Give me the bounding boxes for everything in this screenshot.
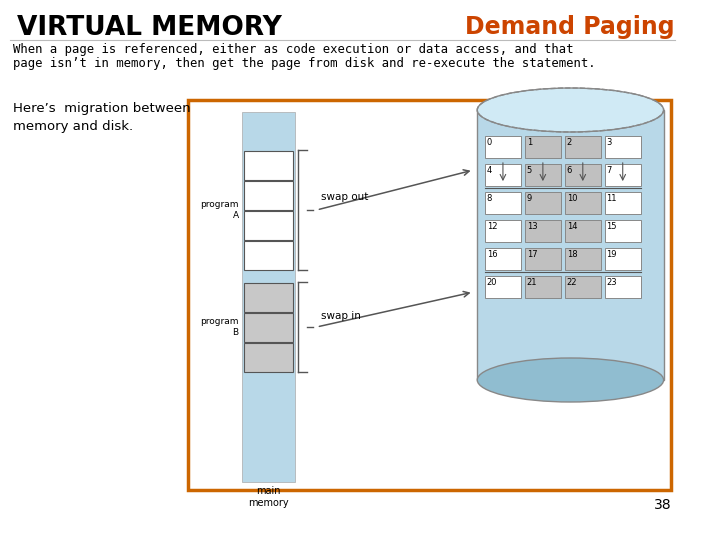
Bar xyxy=(564,276,601,298)
Text: 20: 20 xyxy=(487,278,498,287)
Bar xyxy=(605,136,641,158)
Text: 12: 12 xyxy=(487,222,498,231)
Bar xyxy=(243,112,294,482)
Bar xyxy=(564,164,601,186)
Bar xyxy=(605,164,641,186)
Text: 5: 5 xyxy=(527,166,532,175)
Text: main
memory: main memory xyxy=(248,486,289,508)
Text: program
A: program A xyxy=(200,200,238,220)
Text: page isn’t in memory, then get the page from disk and re-execute the statement.: page isn’t in memory, then get the page … xyxy=(13,57,596,70)
Bar xyxy=(605,276,641,298)
Text: 19: 19 xyxy=(606,250,617,259)
Text: 9: 9 xyxy=(527,194,532,203)
Bar xyxy=(244,211,293,240)
Bar xyxy=(188,100,671,490)
Bar xyxy=(485,248,521,270)
Bar xyxy=(605,192,641,214)
Bar xyxy=(525,220,561,242)
Text: Demand Paging: Demand Paging xyxy=(465,15,675,39)
Text: swap out: swap out xyxy=(321,192,369,202)
Bar xyxy=(244,241,293,270)
Text: VIRTUAL MEMORY: VIRTUAL MEMORY xyxy=(17,15,282,41)
Bar xyxy=(485,276,521,298)
Text: 3: 3 xyxy=(606,138,612,147)
Text: 16: 16 xyxy=(487,250,498,259)
Text: 8: 8 xyxy=(487,194,492,203)
Bar xyxy=(605,220,641,242)
Bar xyxy=(525,192,561,214)
Text: 13: 13 xyxy=(527,222,537,231)
Bar xyxy=(244,151,293,180)
Text: 21: 21 xyxy=(527,278,537,287)
Text: 14: 14 xyxy=(567,222,577,231)
Text: 6: 6 xyxy=(567,166,572,175)
Bar xyxy=(564,136,601,158)
Bar xyxy=(485,164,521,186)
Text: Here’s  migration between
memory and disk.: Here’s migration between memory and disk… xyxy=(13,102,191,133)
Text: program
B: program B xyxy=(200,318,238,337)
Text: When a page is referenced, either as code execution or data access, and that: When a page is referenced, either as cod… xyxy=(13,43,574,56)
Bar xyxy=(485,192,521,214)
Bar xyxy=(477,110,664,380)
Text: swap in: swap in xyxy=(321,311,361,321)
Bar xyxy=(525,164,561,186)
Bar xyxy=(244,283,293,312)
Text: 7: 7 xyxy=(606,166,612,175)
Text: 0: 0 xyxy=(487,138,492,147)
Text: 10: 10 xyxy=(567,194,577,203)
Bar xyxy=(244,313,293,342)
Text: 22: 22 xyxy=(567,278,577,287)
Text: 15: 15 xyxy=(606,222,617,231)
Bar xyxy=(564,192,601,214)
Text: 23: 23 xyxy=(606,278,617,287)
Bar xyxy=(244,343,293,372)
Text: 38: 38 xyxy=(654,498,671,512)
Bar xyxy=(564,248,601,270)
Bar xyxy=(485,220,521,242)
Text: 4: 4 xyxy=(487,166,492,175)
Text: 11: 11 xyxy=(606,194,617,203)
Text: 1: 1 xyxy=(527,138,532,147)
Bar xyxy=(244,181,293,210)
Ellipse shape xyxy=(477,88,664,132)
Bar xyxy=(605,248,641,270)
Bar xyxy=(525,276,561,298)
Text: 18: 18 xyxy=(567,250,577,259)
Bar xyxy=(564,220,601,242)
Ellipse shape xyxy=(477,358,664,402)
Bar xyxy=(525,248,561,270)
Bar xyxy=(525,136,561,158)
Bar xyxy=(485,136,521,158)
Text: 2: 2 xyxy=(567,138,572,147)
Text: 17: 17 xyxy=(527,250,537,259)
